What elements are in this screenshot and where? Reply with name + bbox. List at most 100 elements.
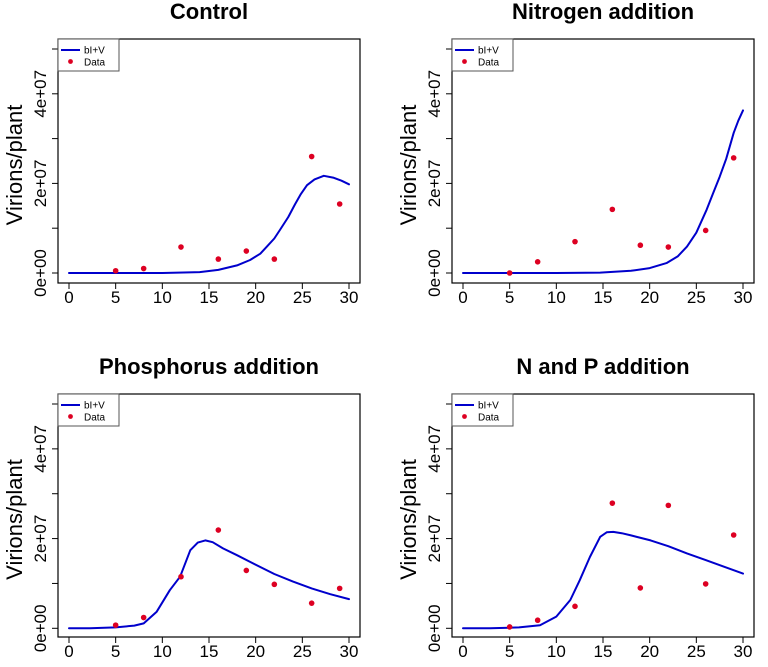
data-point (308, 153, 315, 160)
y-axis-title: Virions/plant (2, 459, 27, 580)
y-tick-label: 2e+07 (31, 515, 50, 563)
data-point (112, 622, 119, 628)
legend-point-swatch (462, 59, 467, 64)
series-line-bI-V (68, 174, 350, 274)
data-point (506, 624, 513, 630)
panel-1: Control 0 5 10 15 20 25 30 0e+00 2e+07 4e+07Virion… (2, 0, 361, 307)
legend-point-swatch (68, 414, 73, 419)
panel-title: N and P addition (516, 354, 689, 379)
y-tick-label: 4e+07 (31, 425, 50, 473)
data-point (140, 265, 147, 272)
data-point (637, 242, 644, 249)
x-tick-label: 5 (111, 288, 120, 307)
x-tick-label: 15 (200, 288, 219, 307)
x-axis: 0 5 10 15 20 25 30 (458, 636, 753, 661)
x-tick-label: 25 (687, 288, 706, 307)
data-point (730, 155, 737, 161)
data-point (215, 256, 222, 262)
legend-label-data: Data (84, 413, 106, 424)
legend-box (57, 38, 120, 72)
legend-label-data: Data (478, 58, 500, 69)
data-point (140, 614, 147, 621)
x-tick-label: 0 (64, 288, 73, 307)
x-tick-label: 20 (640, 288, 659, 307)
x-tick-label: 0 (64, 642, 73, 661)
y-tick-label: 0e+00 (31, 249, 50, 297)
series-points-data (506, 500, 737, 630)
data-point (243, 567, 250, 574)
x-tick-label: 15 (594, 288, 613, 307)
y-tick-label: 0e+00 (425, 604, 444, 652)
x-tick-label: 0 (458, 642, 467, 661)
y-tick-label: 4e+07 (31, 70, 50, 118)
x-tick-label: 30 (340, 642, 359, 661)
panel-3: Phosphorus addition 0 5 10 15 20 25 30 0e+00 2e+0… (2, 354, 361, 661)
x-axis: 0 5 10 15 20 25 30 (64, 282, 359, 307)
x-tick-label: 15 (200, 642, 219, 661)
x-tick-label: 5 (505, 642, 514, 661)
panel-2: Nitrogen addition 0 5 10 15 20 25 30 0e+00 2e+07 4… (396, 0, 755, 307)
data-point (534, 617, 541, 624)
data-point (572, 603, 578, 610)
y-axis: 0e+00 2e+07 4e+07 (31, 48, 59, 297)
legend-label-model: bI+V (84, 46, 105, 57)
data-point (665, 244, 672, 250)
y-axis: 0e+00 2e+07 4e+07 (425, 48, 453, 297)
data-point (336, 585, 343, 592)
x-tick-label: 30 (734, 642, 753, 661)
legend-label-model: bI+V (478, 46, 499, 57)
data-point (336, 201, 343, 207)
legend-box (451, 393, 514, 427)
x-tick-label: 20 (246, 288, 265, 307)
y-tick-label: 2e+07 (31, 160, 50, 208)
y-axis-title: Virions/plant (396, 459, 421, 580)
plot-frame (451, 393, 755, 638)
x-tick-label: 25 (293, 288, 312, 307)
series-line-bI-V (462, 530, 744, 630)
panel-title: Nitrogen addition (512, 0, 694, 24)
data-point (308, 600, 315, 606)
data-point (702, 227, 709, 234)
x-axis: 0 5 10 15 20 25 30 (458, 282, 753, 307)
plot-frame (451, 38, 755, 284)
data-point (534, 259, 541, 265)
y-tick-label: 0e+00 (31, 604, 50, 652)
data-point (609, 206, 616, 213)
legend-box (57, 393, 120, 427)
x-tick-label: 25 (687, 642, 706, 661)
x-tick-label: 30 (340, 288, 359, 307)
x-tick-label: 0 (458, 288, 467, 307)
panel-title: Phosphorus addition (99, 354, 319, 379)
y-tick-label: 2e+07 (425, 160, 444, 208)
data-point (215, 527, 222, 533)
x-tick-label: 5 (111, 642, 120, 661)
x-tick-label: 20 (640, 642, 659, 661)
y-axis: 0e+00 2e+07 4e+07 (31, 403, 59, 652)
x-tick-label: 20 (246, 642, 265, 661)
data-point (665, 502, 672, 509)
data-point (271, 581, 278, 588)
x-tick-label: 5 (505, 288, 514, 307)
data-point (271, 256, 278, 262)
legend-point-swatch (462, 414, 467, 419)
y-tick-label: 0e+00 (425, 249, 444, 297)
data-point (506, 270, 513, 276)
x-axis: 0 5 10 15 20 25 30 (64, 636, 359, 661)
x-tick-label: 30 (734, 288, 753, 307)
legend-box (451, 38, 514, 72)
data-point (702, 581, 709, 587)
series-line-bI-V (462, 109, 744, 274)
legend-label-model: bI+V (478, 401, 499, 412)
x-tick-label: 10 (153, 642, 172, 661)
x-tick-label: 15 (594, 642, 613, 661)
legend-point-swatch (68, 59, 73, 64)
plot-frame (57, 393, 361, 638)
data-point (730, 532, 737, 538)
legend-label-data: Data (478, 413, 500, 424)
panel-4: N and P addition 0 5 10 15 20 25 30 0e+00 2e+07 4e… (396, 354, 755, 661)
y-tick-label: 2e+07 (425, 515, 444, 563)
